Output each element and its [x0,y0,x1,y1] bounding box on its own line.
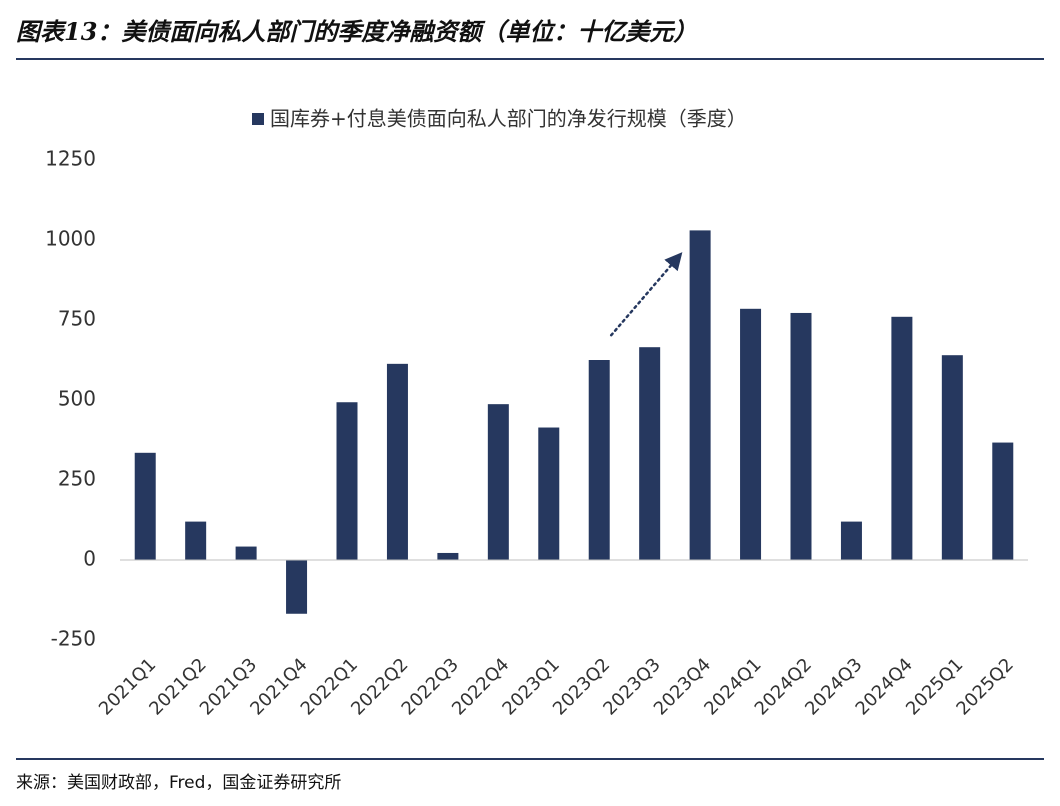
trend-arrow [609,252,683,337]
bar-2024Q4 [891,316,913,560]
legend-swatch [252,113,264,125]
bar-2023Q4 [689,230,711,560]
legend-label: 国库券+付息美债面向私人部门的净发行规模（季度） [270,107,747,131]
bar-2022Q4 [487,404,509,560]
source-note: 来源：美国财政部，Fred，国金证券研究所 [16,773,342,793]
bar-chart: 国库券+付息美债面向私人部门的净发行规模（季度） -250 0 250 500 750 1… [45,107,1028,720]
x-axis: 2021Q12021Q22021Q32021Q42022Q12022Q22022… [95,559,1028,720]
y-tick-label: 250 [58,467,96,491]
y-tick-label: 1000 [45,227,96,251]
chart-container: 国库券+付息美债面向私人部门的净发行规模（季度） -250 0 250 500 750 1… [0,60,1060,754]
bar-2021Q3 [235,546,257,560]
bar-2023Q2 [588,360,610,560]
bar-2023Q1 [538,427,560,560]
bar-2021Q4 [286,560,308,614]
bottom-divider [16,758,1044,760]
legend: 国库券+付息美债面向私人部门的净发行规模（季度） [252,107,747,131]
top-divider [16,58,1044,60]
bar-2022Q2 [386,363,408,560]
bar-2025Q2 [992,442,1014,560]
bar-2022Q3 [437,552,459,560]
y-tick-label: 0 [83,547,96,571]
bar-2025Q1 [941,355,963,560]
bar-2024Q2 [790,312,812,560]
bar-2022Q1 [336,402,358,560]
bar-2021Q1 [134,452,156,560]
y-tick-label: 500 [58,387,96,411]
bar-2024Q3 [840,521,862,560]
y-axis: -250 0 250 500 750 1000 1250 [45,147,96,651]
chart-header: 图表13：美债面向私人部门的季度净融资额（单位：十亿美元） [16,14,1044,54]
y-tick-label: 1250 [45,147,96,171]
y-tick-label: -250 [51,627,96,651]
figure-title: 图表13：美债面向私人部门的季度净融资额（单位：十亿美元） [16,17,698,46]
bar-series [134,230,1014,614]
annotations [609,252,683,337]
y-tick-label: 750 [58,307,96,331]
bar-2024Q1 [740,308,762,560]
bar-2023Q3 [639,347,661,560]
bar-2021Q2 [185,521,207,560]
